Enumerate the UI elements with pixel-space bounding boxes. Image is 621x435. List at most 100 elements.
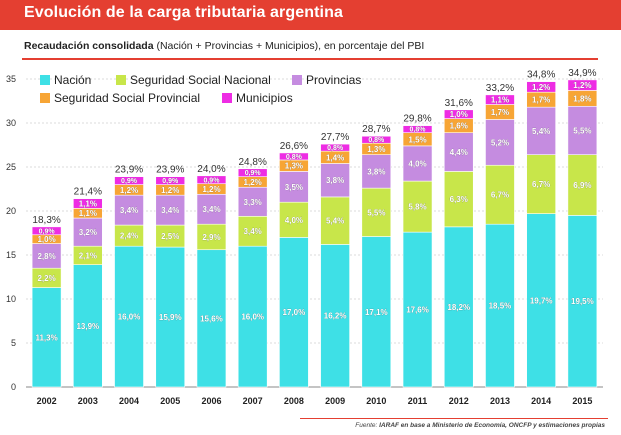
bar-segment [361, 154, 392, 189]
segment-label: 2,4% [120, 232, 138, 241]
segment-label: 13,9% [76, 322, 99, 331]
segment-label: 3,4% [120, 206, 138, 215]
bar-segment [279, 171, 309, 203]
y-tick-label: 35 [6, 74, 16, 84]
bar-segment [196, 175, 227, 185]
segment-label: 2,1% [79, 251, 97, 260]
bar-segment [567, 79, 598, 91]
segment-label: 0,9% [245, 170, 262, 177]
bar-segment [402, 180, 433, 233]
bar-segment [114, 176, 144, 185]
legend-label: Seguridad Social Nacional [130, 73, 271, 87]
segment-label: 1,3% [285, 162, 303, 171]
segment-label: 19,7% [530, 296, 553, 305]
segment-label: 1,0% [37, 235, 55, 244]
bar-segment [155, 246, 186, 388]
segment-label: 1,2% [244, 178, 262, 187]
segment-label: 0,8% [368, 137, 385, 144]
segment-label: 2,5% [161, 232, 179, 241]
legend-label: Seguridad Social Provincial [54, 91, 200, 105]
bar-segment [237, 168, 268, 177]
bar-segment [31, 226, 62, 236]
segment-label: 3,3% [244, 198, 262, 207]
segment-label: 2,2% [37, 274, 55, 283]
segment-label: 5,5% [367, 208, 385, 217]
total-label: 24,0% [197, 164, 225, 175]
segment-label: 2,8% [37, 252, 55, 261]
x-tick-label: 2011 [408, 396, 428, 406]
bar-segment [73, 264, 103, 388]
segment-label: 1,1% [491, 96, 509, 105]
segment-label: 0,8% [286, 154, 303, 161]
subtitle-bold: Recaudación consolidada [24, 40, 154, 52]
bar-segment [196, 249, 227, 388]
segment-label: 5,8% [408, 203, 426, 212]
segment-label: 19,5% [571, 297, 594, 306]
total-label: 33,2% [486, 83, 514, 94]
segment-label: 0,9% [39, 228, 56, 235]
segment-label: 18,5% [489, 302, 512, 311]
bar-segment [279, 152, 309, 161]
segment-label: 1,5% [408, 135, 426, 144]
segment-label: 1,7% [491, 108, 509, 117]
source-prefix: Fuente: [355, 422, 380, 429]
x-tick-label: 2014 [531, 396, 551, 406]
bar-segment [237, 186, 268, 217]
y-tick-label: 15 [6, 250, 16, 260]
x-tick-label: 2015 [572, 396, 592, 406]
title-bar: Evolución de la carga tributaria argenti… [0, 0, 621, 30]
total-label: 27,7% [321, 132, 349, 143]
x-tick-label: 2009 [325, 396, 345, 406]
segment-label: 0,9% [121, 178, 138, 185]
segment-label: 3,4% [244, 227, 262, 236]
x-tick-label: 2008 [284, 396, 304, 406]
bar-segment [567, 105, 598, 155]
bar-segment [237, 245, 268, 388]
segment-label: 15,9% [159, 313, 182, 322]
segment-label: 1,1% [79, 209, 97, 218]
segment-label: 1,4% [326, 153, 344, 162]
x-tick-label: 2002 [37, 396, 57, 406]
y-tick-label: 30 [6, 118, 16, 128]
legend-swatch [40, 93, 50, 103]
legend-swatch [40, 75, 50, 85]
segment-label: 0,9% [203, 177, 220, 184]
bar-segment [443, 132, 474, 172]
total-label: 34,8% [527, 70, 555, 81]
total-label: 34,9% [568, 68, 596, 79]
segment-label: 17,1% [365, 308, 388, 317]
total-label: 18,3% [32, 215, 60, 226]
y-tick-label: 20 [6, 206, 16, 216]
bar-segment [237, 215, 268, 247]
legend-label: Nación [54, 73, 91, 87]
segment-label: 4,0% [285, 216, 303, 225]
bar-segment [402, 145, 433, 182]
y-tick-label: 10 [6, 294, 16, 304]
total-label: 23,9% [115, 165, 143, 176]
x-tick-label: 2007 [243, 396, 263, 406]
segment-label: 18,2% [447, 303, 470, 312]
segment-label: 3,8% [326, 176, 344, 185]
bar-segment [320, 143, 350, 152]
bar-segment [73, 217, 103, 247]
y-tick-label: 0 [11, 382, 16, 392]
segment-label: 16,0% [118, 313, 141, 322]
page-title: Evolución de la carga tributaria argenti… [24, 4, 343, 21]
total-label: 29,8% [403, 114, 431, 125]
bar-segment [402, 125, 433, 133]
bar-segment [485, 119, 515, 166]
segment-label: 0,9% [162, 178, 179, 185]
subtitle-divider [22, 58, 598, 60]
segment-label: 5,2% [491, 138, 509, 147]
y-tick-label: 5 [11, 338, 16, 348]
bar-segment [31, 243, 62, 269]
bar-segment [526, 213, 556, 388]
y-tick-label: 25 [6, 162, 16, 172]
segment-label: 0,8% [410, 127, 427, 134]
bar-segment [196, 223, 227, 251]
segment-label: 16,2% [324, 312, 347, 321]
segment-label: 16,0% [241, 313, 264, 322]
segment-label: 17,6% [406, 306, 429, 315]
